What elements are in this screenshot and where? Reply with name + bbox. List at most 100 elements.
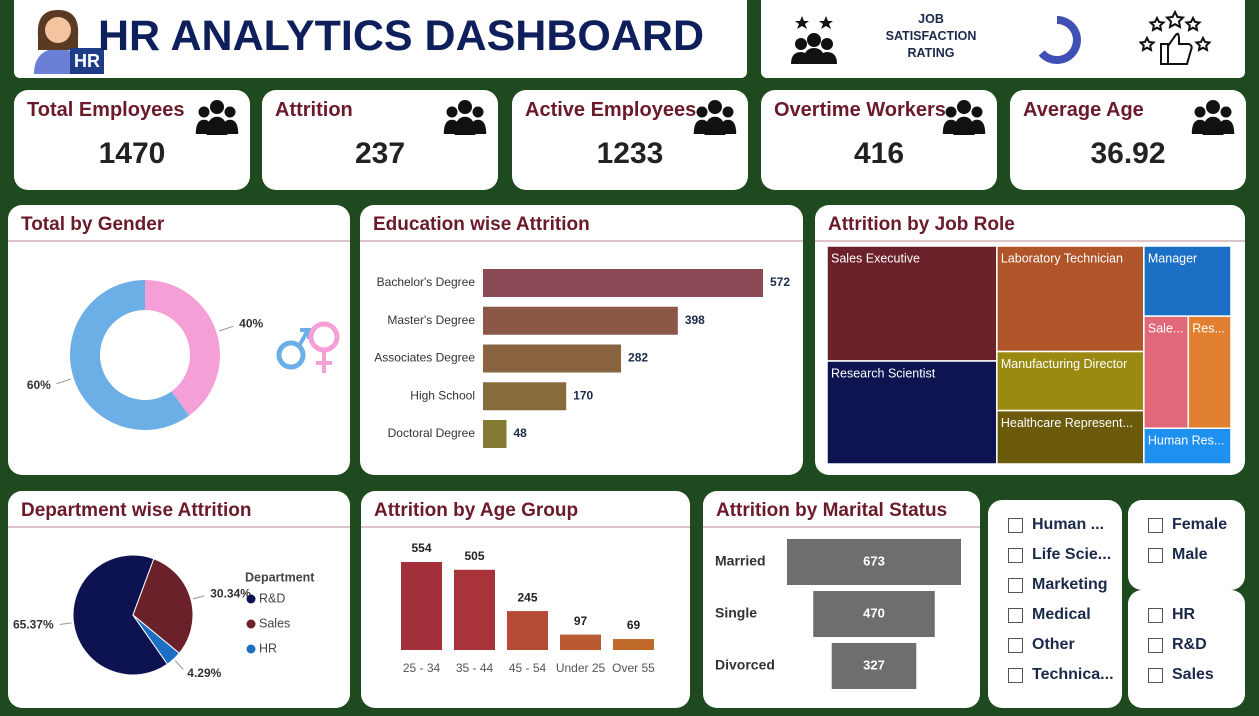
icon-head <box>1206 100 1220 114</box>
data-label: 572 <box>770 275 790 289</box>
category-label: Over 55 <box>612 661 655 675</box>
legend-label: Sales <box>259 616 290 630</box>
category-label: Single <box>715 605 757 621</box>
bar <box>483 344 622 373</box>
checkbox[interactable] <box>1148 668 1163 683</box>
panel-title: Attrition by Age Group <box>374 500 578 521</box>
slicer: Female Male <box>1128 500 1245 590</box>
category-label: Doctoral Degree <box>388 426 476 440</box>
data-label: 97 <box>574 614 588 628</box>
data-label: 60% <box>27 378 51 392</box>
leader-line <box>59 622 72 625</box>
legend-marker <box>246 644 256 654</box>
rating-icon <box>1139 10 1211 65</box>
kpi-value: 1470 <box>98 137 166 170</box>
kpi-icon <box>942 100 986 135</box>
data-label: 69 <box>627 618 641 632</box>
dashboard-title: HR ANALYTICS DASHBOARD <box>98 12 705 60</box>
badge: HR <box>74 51 100 71</box>
avatar-icon: HR <box>34 10 104 74</box>
checkbox[interactable] <box>1008 608 1023 623</box>
legend-label: HR <box>259 641 277 655</box>
slicer-item[interactable]: Female <box>1172 516 1228 533</box>
job-satisfaction-label: JOB SATISFACTION RATING <box>885 12 977 60</box>
kpi-value: 36.92 <box>1090 137 1166 170</box>
leader-line <box>219 325 234 332</box>
slicer-item[interactable]: Human ... <box>1032 516 1105 533</box>
kpi-value: 237 <box>354 137 406 170</box>
cell-label: Research Scientist <box>831 366 936 380</box>
slicer-item[interactable]: Technica... <box>1032 666 1114 683</box>
leader-line <box>192 595 205 600</box>
checkbox[interactable] <box>1008 518 1023 533</box>
checkbox[interactable] <box>1008 548 1023 563</box>
kpi-label: Attrition <box>275 99 353 121</box>
slicer-item[interactable]: Other <box>1032 636 1075 653</box>
legend-marker <box>246 594 256 604</box>
icon-head <box>957 100 971 114</box>
funnel-bar <box>831 643 917 689</box>
slicer-item[interactable]: Medical <box>1032 606 1091 623</box>
bar <box>483 382 567 411</box>
cell-label: Manager <box>1148 251 1197 265</box>
checkbox[interactable] <box>1008 578 1023 593</box>
category-label: High School <box>410 388 475 402</box>
slicer: Human ... Life Scie... Marketing Medical Oth… <box>988 500 1122 708</box>
slicer-item[interactable]: Sales <box>1172 666 1214 683</box>
checkbox[interactable] <box>1008 668 1023 683</box>
data-label: 554 <box>411 541 431 555</box>
category-label: 45 - 54 <box>509 661 547 675</box>
cell-label: Laboratory Technician <box>1001 251 1123 265</box>
bar <box>401 562 442 650</box>
bar <box>483 420 507 448</box>
checkbox[interactable] <box>1148 608 1163 623</box>
checkbox[interactable] <box>1148 548 1163 563</box>
data-label: 65.37% <box>13 617 54 631</box>
bar <box>483 269 763 297</box>
icon-body <box>443 119 461 134</box>
data-label: 40% <box>239 317 263 331</box>
pie-slice <box>132 558 194 654</box>
checkbox[interactable] <box>1008 638 1023 653</box>
category-label: 35 - 44 <box>456 661 494 675</box>
data-label: 48 <box>513 426 527 440</box>
slicer-item[interactable]: R&D <box>1172 636 1207 653</box>
data-label: 470 <box>863 605 885 620</box>
category-label: Married <box>715 553 766 569</box>
slicer-item[interactable]: Marketing <box>1032 576 1108 593</box>
category-label: Divorced <box>715 657 775 673</box>
treemap-cell <box>826 360 998 465</box>
kpi-card: Overtime Workers 416 <box>761 90 997 190</box>
icon-head <box>1194 106 1206 118</box>
data-label: 4.29% <box>187 666 221 680</box>
checkbox[interactable] <box>1148 518 1163 533</box>
leader-line <box>174 660 184 670</box>
data-label: 327 <box>863 657 885 672</box>
icon-body <box>1191 119 1209 134</box>
pie-slice <box>132 614 180 665</box>
bar <box>454 569 495 650</box>
icon-body <box>719 119 737 134</box>
checkbox[interactable] <box>1148 638 1163 653</box>
cell-label: Sale... <box>1148 321 1183 335</box>
leader-line <box>56 378 71 385</box>
kpi-card: Total Employees 1470 <box>14 90 250 190</box>
icon-head <box>696 106 708 118</box>
slicer-item[interactable]: Life Scie... <box>1032 546 1112 563</box>
treemap-cell <box>826 245 998 362</box>
gauge-arc <box>1038 16 1081 64</box>
icon-head <box>458 100 472 114</box>
slicer-item[interactable]: HR <box>1172 606 1196 623</box>
job-satisfaction-card: JOB SATISFACTION RATING <box>761 0 1245 78</box>
treemap-cell <box>1143 315 1189 429</box>
data-label: 282 <box>628 351 648 365</box>
treemap-cell <box>1143 427 1232 465</box>
kpi-label: Active Employees <box>525 99 697 121</box>
panel-title: Education wise Attrition <box>373 214 590 235</box>
slicer-item[interactable]: Male <box>1172 546 1208 563</box>
treemap-cell <box>996 350 1145 412</box>
icon-head <box>446 106 458 118</box>
treemap-cell <box>996 409 1145 465</box>
kpi-value: 416 <box>853 137 905 170</box>
